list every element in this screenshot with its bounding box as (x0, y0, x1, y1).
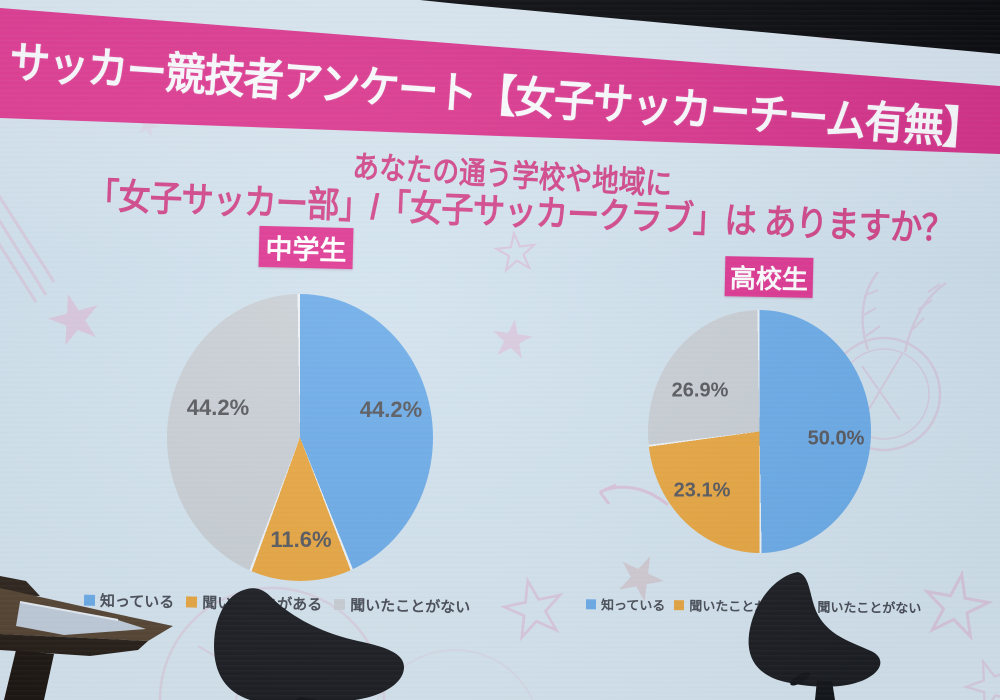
legend-item: 聞いたことがない (334, 594, 470, 617)
legend-item: 知っている (585, 594, 666, 614)
legend-label: 聞いたことがない (817, 599, 922, 616)
pie2-label-knows: 50.0% (807, 427, 865, 450)
legend-item: 知っている (83, 590, 175, 613)
group-badge-middle-school: 中学生 (258, 225, 354, 270)
group-badge-high-school: 高校生 (724, 256, 814, 298)
legend-label: 聞いたことがある (689, 598, 794, 615)
legend-item: 聞いたことがある (186, 591, 322, 614)
pie1-label-never-heard: 44.2% (186, 395, 250, 420)
legend-swatch-orange (186, 596, 198, 608)
legend-swatch-orange (674, 599, 685, 610)
legend-swatch-gray (802, 601, 813, 612)
pie1-label-knows: 44.2% (359, 397, 423, 422)
legend-label: 知っている (600, 597, 666, 614)
legend-item: 聞いたことがない (802, 597, 921, 617)
legend-label: 聞いたことがない (350, 597, 471, 617)
legend-swatch-blue (83, 594, 96, 606)
legend-high-school: 知っている 聞いたことがある 聞いたことがない (585, 594, 922, 617)
pie-chart-middle-school (167, 294, 433, 581)
legend-swatch-gray (334, 598, 346, 611)
legend-label: 知っている (99, 592, 175, 612)
pie2-label-never-heard: 26.9% (671, 379, 729, 402)
pie-chart-high-school (648, 310, 871, 553)
legend-label: 聞いたことがある (202, 594, 323, 614)
legend-item: 聞いたことがある (674, 595, 793, 615)
pie2-label-heard: 23.1% (673, 479, 731, 502)
legend-swatch-blue (585, 598, 597, 609)
pie1-label-heard: 11.6% (270, 527, 332, 552)
